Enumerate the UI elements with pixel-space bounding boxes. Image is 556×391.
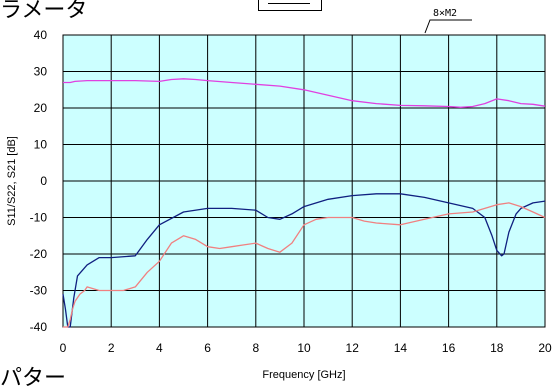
y-tick-label: 30 <box>34 65 48 79</box>
x-tick-label: 2 <box>108 341 115 355</box>
x-tick-label: 4 <box>156 341 163 355</box>
page-fragment-bottom: パター <box>0 366 67 391</box>
x-tick-label: 14 <box>394 341 408 355</box>
x-tick-label: 16 <box>442 341 456 355</box>
series-line-2 <box>62 193 546 328</box>
x-tick-label: 18 <box>490 341 504 355</box>
y-tick-label: -10 <box>30 211 48 225</box>
y-tick-label: -20 <box>30 247 48 261</box>
x-tick-label: 10 <box>297 341 311 355</box>
series-line-1 <box>63 78 546 108</box>
annotation-leader-line <box>424 19 472 34</box>
x-tick-label: 20 <box>538 341 552 355</box>
y-axis-label: S11/S22, S21 [dB] <box>6 136 18 226</box>
grid <box>62 34 546 328</box>
x-tick-label: 6 <box>204 341 211 355</box>
page-fragment-top: ラメータ <box>0 0 88 23</box>
top-frame-inner-line <box>268 3 310 4</box>
x-tick-label: 0 <box>60 341 67 355</box>
x-axis-label: Frequency [GHz] <box>262 369 345 381</box>
y-tick-label: 40 <box>34 28 48 42</box>
annotation: 8×M2 <box>424 8 472 34</box>
annotation-label: 8×M2 <box>433 8 457 19</box>
x-tick-label: 12 <box>346 341 360 355</box>
series-group <box>62 78 546 328</box>
y-tick-label: 20 <box>34 101 48 115</box>
x-axis-ticks: 0 2 4 6 8 10 12 14 16 18 20 <box>60 341 552 355</box>
y-tick-label: 0 <box>40 174 47 188</box>
y-axis-ticks: 40 30 20 10 0 -10 -20 -30 -40 <box>30 28 48 334</box>
series-line-3 <box>63 202 546 328</box>
y-tick-label: 10 <box>34 138 48 152</box>
y-tick-label: -40 <box>30 320 48 334</box>
y-tick-label: -30 <box>30 284 48 298</box>
x-tick-label: 8 <box>252 341 259 355</box>
top-frame-box <box>258 0 322 11</box>
